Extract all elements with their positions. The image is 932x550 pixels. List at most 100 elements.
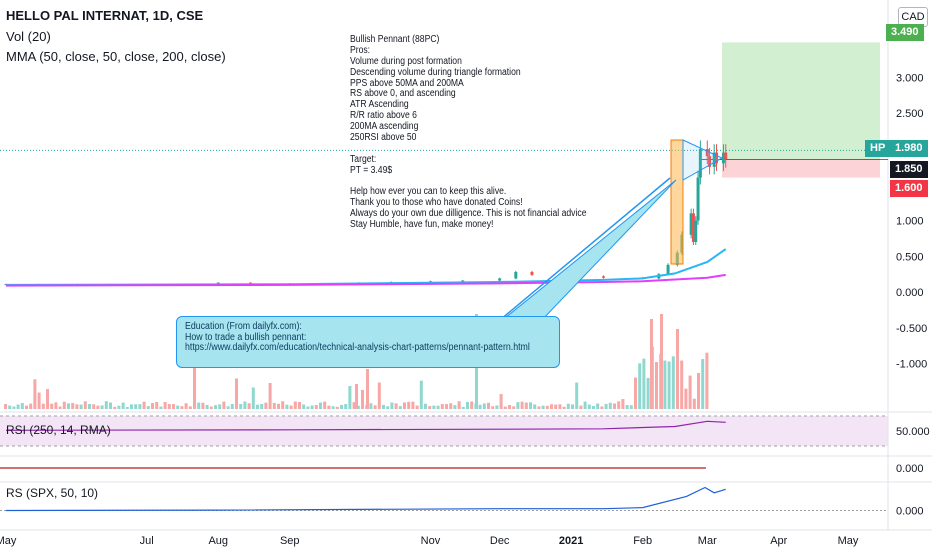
volume-bar — [508, 405, 511, 409]
volume-spike — [366, 369, 369, 409]
candle-body — [698, 149, 702, 178]
volume-bar — [562, 406, 566, 409]
volume-bar — [71, 403, 75, 409]
volume-bar — [209, 406, 213, 409]
atr-y-tick: 0.000 — [896, 463, 924, 475]
volume-bar — [592, 405, 595, 409]
volume-bar — [243, 401, 247, 409]
volume-bar — [361, 389, 364, 409]
annotation-line: Bullish Pennant (88PC) — [350, 34, 440, 45]
volume-bar — [617, 401, 621, 409]
volume-bar — [545, 405, 549, 409]
volume-bar — [12, 406, 16, 409]
volume-bar — [310, 405, 314, 409]
volume-bar — [394, 403, 398, 409]
candle-body — [721, 152, 725, 164]
rs-line — [5, 486, 726, 512]
volume-bar — [621, 399, 625, 409]
rsi-line — [5, 420, 726, 431]
volume-bar — [352, 402, 356, 409]
flagpole-box — [670, 139, 684, 265]
volume-bar — [298, 402, 301, 409]
candle-body — [691, 213, 695, 242]
volume-bar — [188, 406, 192, 409]
x-tick-label: May — [838, 535, 859, 547]
volume-bar — [29, 403, 33, 409]
volume-bar — [239, 404, 243, 409]
volume-bar — [256, 404, 259, 409]
symbol-title[interactable]: HELLO PAL INTERNAT, 1D, CSE — [6, 8, 204, 23]
y-tick-label: 1.000 — [896, 216, 924, 228]
volume-bar — [558, 404, 562, 409]
volume-bar — [8, 405, 12, 409]
volume-bar — [251, 387, 255, 409]
candle-body — [694, 220, 698, 242]
volume-bar — [461, 406, 465, 409]
volume-bar — [701, 359, 705, 409]
volume-bar — [314, 405, 318, 409]
volume-bar — [264, 402, 268, 409]
rsi-band — [0, 416, 888, 446]
volume-spike — [676, 329, 679, 409]
volume-bar — [25, 405, 28, 409]
volume-legend[interactable]: Vol (20) — [6, 29, 51, 44]
candle-body — [715, 152, 719, 164]
volume-bar — [495, 405, 499, 409]
callout-pointer — [499, 177, 671, 321]
volume-bar — [117, 405, 121, 409]
volume-bar — [554, 404, 558, 409]
volume-bar — [16, 404, 20, 409]
volume-bar — [331, 406, 335, 409]
candle-body — [461, 280, 465, 282]
volume-bar — [180, 406, 184, 409]
volume-bar — [655, 362, 658, 409]
hp-price-badge: 1.980 — [890, 140, 928, 157]
annotation-line: 200MA ascending — [350, 121, 419, 133]
volume-bar — [75, 404, 79, 409]
volume-bar — [4, 404, 7, 409]
volume-bar — [571, 404, 574, 409]
volume-spike — [355, 384, 358, 409]
volume-bar — [327, 405, 331, 409]
volume-bar — [524, 402, 528, 409]
volume-bar — [230, 404, 234, 409]
volume-bar — [466, 401, 469, 409]
volume-bar — [272, 402, 276, 409]
candle-body — [724, 152, 728, 160]
profit-zone — [722, 42, 880, 160]
volume-bar — [512, 406, 516, 409]
volume-bar — [335, 406, 339, 409]
volume-bar — [424, 403, 427, 409]
rsi-y-tick: 50.000 — [896, 426, 930, 438]
volume-bar — [503, 406, 507, 409]
rs-legend: RS (SPX, 50, 10) — [6, 486, 98, 500]
annotation-line: Target: — [350, 153, 377, 165]
volume-bar — [159, 406, 163, 409]
volume-bar — [386, 406, 390, 409]
volume-bar — [214, 405, 217, 409]
callout-line: https://www.dailyfx.com/education/techni… — [185, 342, 530, 354]
volume-bar — [428, 406, 432, 409]
volume-bar — [688, 375, 692, 409]
volume-bar — [613, 403, 616, 409]
volume-bar — [407, 401, 411, 409]
mma-legend[interactable]: MMA (50, close, 50, close, 200, close) — [6, 49, 226, 64]
annotation-line: PPS above 50MA and 200MA — [350, 77, 464, 89]
annotation-line: Always do your own due dilligence. This … — [350, 208, 587, 220]
annotation-line: Descending volume during triangle format… — [350, 66, 521, 78]
rs-y-tick: 0.000 — [896, 505, 924, 517]
candle-body — [249, 282, 253, 284]
annotation-line: Stay Humble, have fun, make money! — [350, 219, 494, 231]
y-tick-label: 3.000 — [896, 72, 924, 84]
volume-bar — [20, 403, 24, 409]
ma50-line — [5, 248, 727, 286]
strategy-annotation: Bullish Pennant (88PC) Pros: Volume during… — [350, 34, 591, 231]
volume-bar — [46, 389, 49, 409]
volume-bar — [541, 405, 545, 409]
volume-bar — [306, 406, 310, 409]
volume-bar — [646, 377, 650, 409]
volume-bar — [382, 404, 385, 409]
volume-bar — [697, 372, 700, 409]
volume-bar — [436, 405, 440, 409]
volume-bar — [516, 402, 520, 409]
